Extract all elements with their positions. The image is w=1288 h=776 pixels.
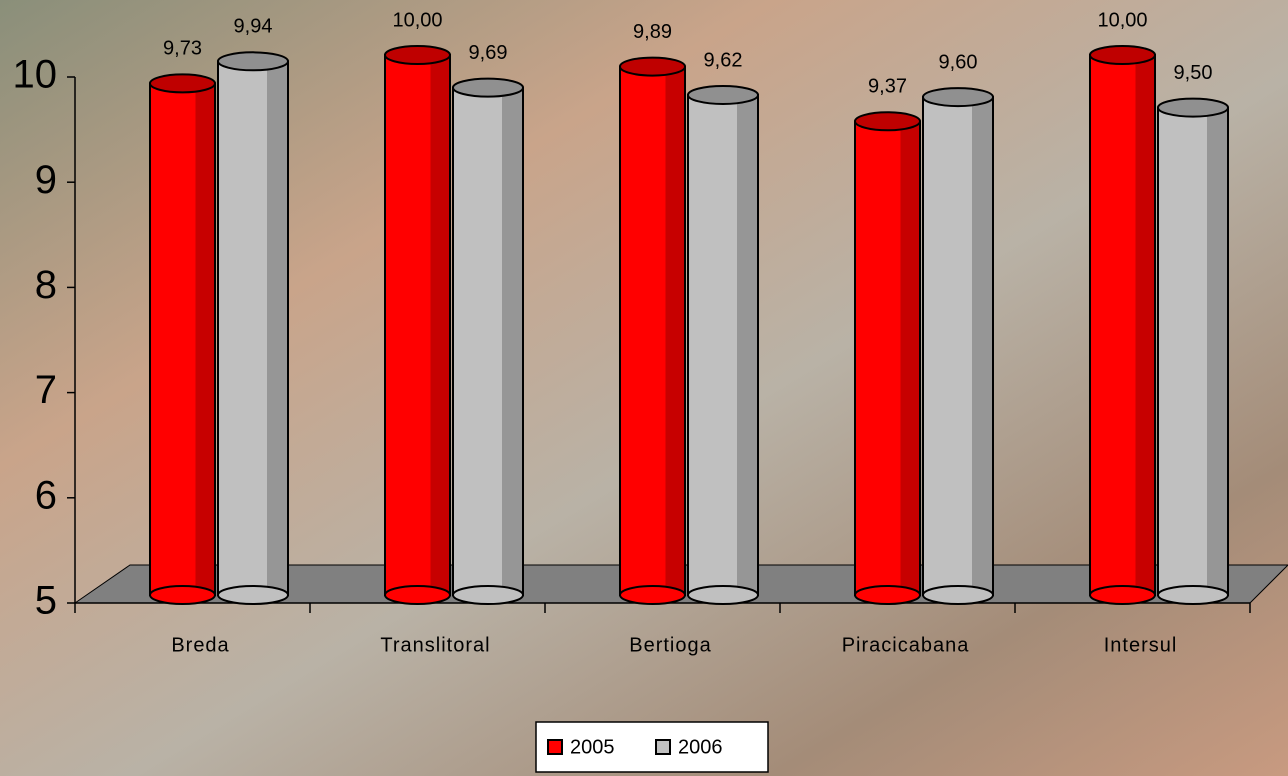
bar-shade xyxy=(502,87,523,595)
bar-shade xyxy=(972,97,993,595)
bar-shade xyxy=(1207,107,1228,595)
value-label: 9,50 xyxy=(1174,62,1213,84)
bar-top xyxy=(1157,97,1229,118)
value-label: 9,94 xyxy=(234,16,273,38)
bar-top xyxy=(1089,45,1156,65)
y-tick-label: 5 xyxy=(35,579,57,623)
bar-top xyxy=(384,45,451,65)
y-tick-label: 10 xyxy=(13,53,58,97)
bar-top xyxy=(922,87,994,108)
bar-bottom xyxy=(687,585,759,605)
bar-shade xyxy=(900,121,920,595)
bar-bottom xyxy=(149,585,216,605)
bar-top xyxy=(687,84,759,105)
bar-top xyxy=(149,73,216,94)
x-tick-label: Translitoral xyxy=(380,634,490,656)
bar-shade xyxy=(737,94,758,595)
y-tick-label: 8 xyxy=(35,263,57,307)
bar-bottom xyxy=(854,585,921,605)
value-label: 9,62 xyxy=(704,49,743,71)
value-label: 10,00 xyxy=(392,9,442,31)
x-tick-label: Bertioga xyxy=(629,634,712,656)
bar xyxy=(1157,97,1229,605)
value-label: 10,00 xyxy=(1097,9,1147,31)
bar-bottom xyxy=(1089,585,1156,605)
x-tick-label: Breda xyxy=(171,634,229,656)
bar-top xyxy=(854,111,921,132)
bar-top xyxy=(619,56,686,77)
legend-swatch xyxy=(655,739,671,755)
bar xyxy=(687,84,759,605)
y-tick-label: 7 xyxy=(35,368,57,412)
bar xyxy=(854,111,921,605)
y-tick-label: 6 xyxy=(35,473,57,517)
bar-bottom xyxy=(452,585,524,605)
legend-swatch xyxy=(547,739,563,755)
bar-bottom xyxy=(217,585,289,605)
bar xyxy=(452,77,524,605)
value-label: 9,73 xyxy=(163,38,202,60)
bar xyxy=(619,56,686,605)
x-tick-label: Intersul xyxy=(1104,634,1178,656)
bar-bottom xyxy=(384,585,451,605)
bar-shade xyxy=(665,66,685,595)
legend-label: 2005 xyxy=(570,736,615,758)
bar-bottom xyxy=(1157,585,1229,605)
bar xyxy=(922,87,994,605)
bar xyxy=(1089,45,1156,605)
bar-top xyxy=(452,77,524,98)
bar-shade xyxy=(195,83,215,596)
value-label: 9,69 xyxy=(469,42,508,64)
bar-shade xyxy=(430,55,450,595)
value-label: 9,89 xyxy=(633,21,672,43)
bar xyxy=(149,73,216,605)
bar-shade xyxy=(1135,55,1155,595)
bar xyxy=(384,45,451,605)
x-tick-label: Piracicabana xyxy=(842,634,970,656)
bar-bottom xyxy=(619,585,686,605)
bar-top xyxy=(217,51,289,72)
legend-label: 2006 xyxy=(678,736,723,758)
legend-box xyxy=(535,721,769,773)
value-label: 9,37 xyxy=(868,76,907,98)
value-label: 9,60 xyxy=(939,51,978,73)
bar-bottom xyxy=(922,585,994,605)
y-tick-label: 9 xyxy=(35,158,57,202)
bar-shade xyxy=(267,61,288,595)
bar xyxy=(217,51,289,605)
